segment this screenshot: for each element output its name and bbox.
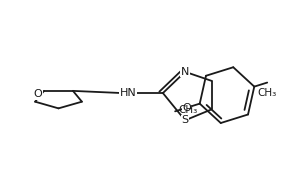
Text: HN: HN bbox=[120, 88, 137, 98]
Text: CH₃: CH₃ bbox=[178, 105, 197, 115]
Text: O: O bbox=[182, 103, 191, 113]
Text: CH₃: CH₃ bbox=[258, 88, 277, 98]
Text: S: S bbox=[182, 115, 189, 125]
Text: O: O bbox=[34, 89, 42, 99]
Text: N: N bbox=[181, 67, 189, 77]
